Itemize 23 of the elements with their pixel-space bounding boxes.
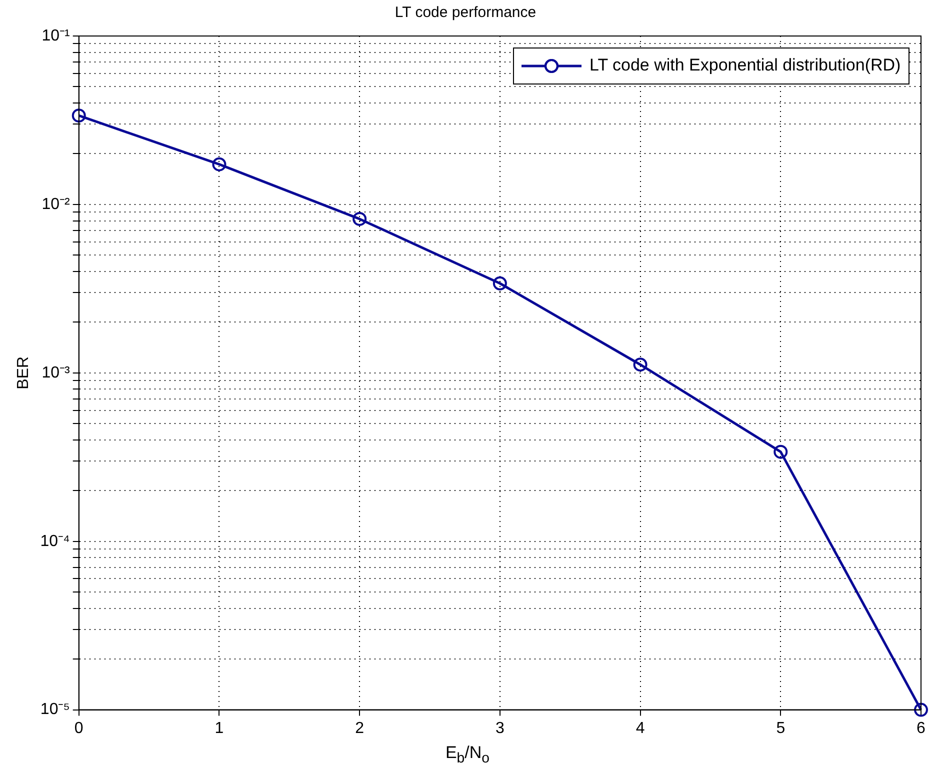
x-tick-label: 5 xyxy=(776,720,786,737)
point xyxy=(633,358,648,372)
point xyxy=(914,702,928,717)
y-tick-label: 10⁻⁴ xyxy=(40,532,70,550)
legend-label: LT code with Exponential distribution(RD) xyxy=(590,56,901,75)
chart-title: LT code performance xyxy=(394,4,536,22)
x-tick-label: 6 xyxy=(916,720,926,737)
point xyxy=(492,276,507,290)
x-tick-label: 1 xyxy=(214,720,224,737)
y-tick-label: 10⁻⁵ xyxy=(40,701,70,718)
y-tick-label: 10⁻³ xyxy=(42,364,71,382)
y-tick-label: 10⁻¹ xyxy=(42,27,70,44)
x-tick-label: 3 xyxy=(495,720,504,737)
x-tick-label: 4 xyxy=(636,720,645,737)
y-tick-label: 10⁻² xyxy=(42,196,71,213)
y-axis-title: BER xyxy=(15,356,32,390)
point xyxy=(72,108,86,123)
x-tick-label: 2 xyxy=(355,720,364,737)
x-axis-title: E$_{b}$/N$_{o}$ xyxy=(444,743,491,766)
point xyxy=(352,212,367,226)
x-tick-label: 0 xyxy=(74,720,84,737)
point xyxy=(212,157,226,172)
point xyxy=(774,444,788,459)
